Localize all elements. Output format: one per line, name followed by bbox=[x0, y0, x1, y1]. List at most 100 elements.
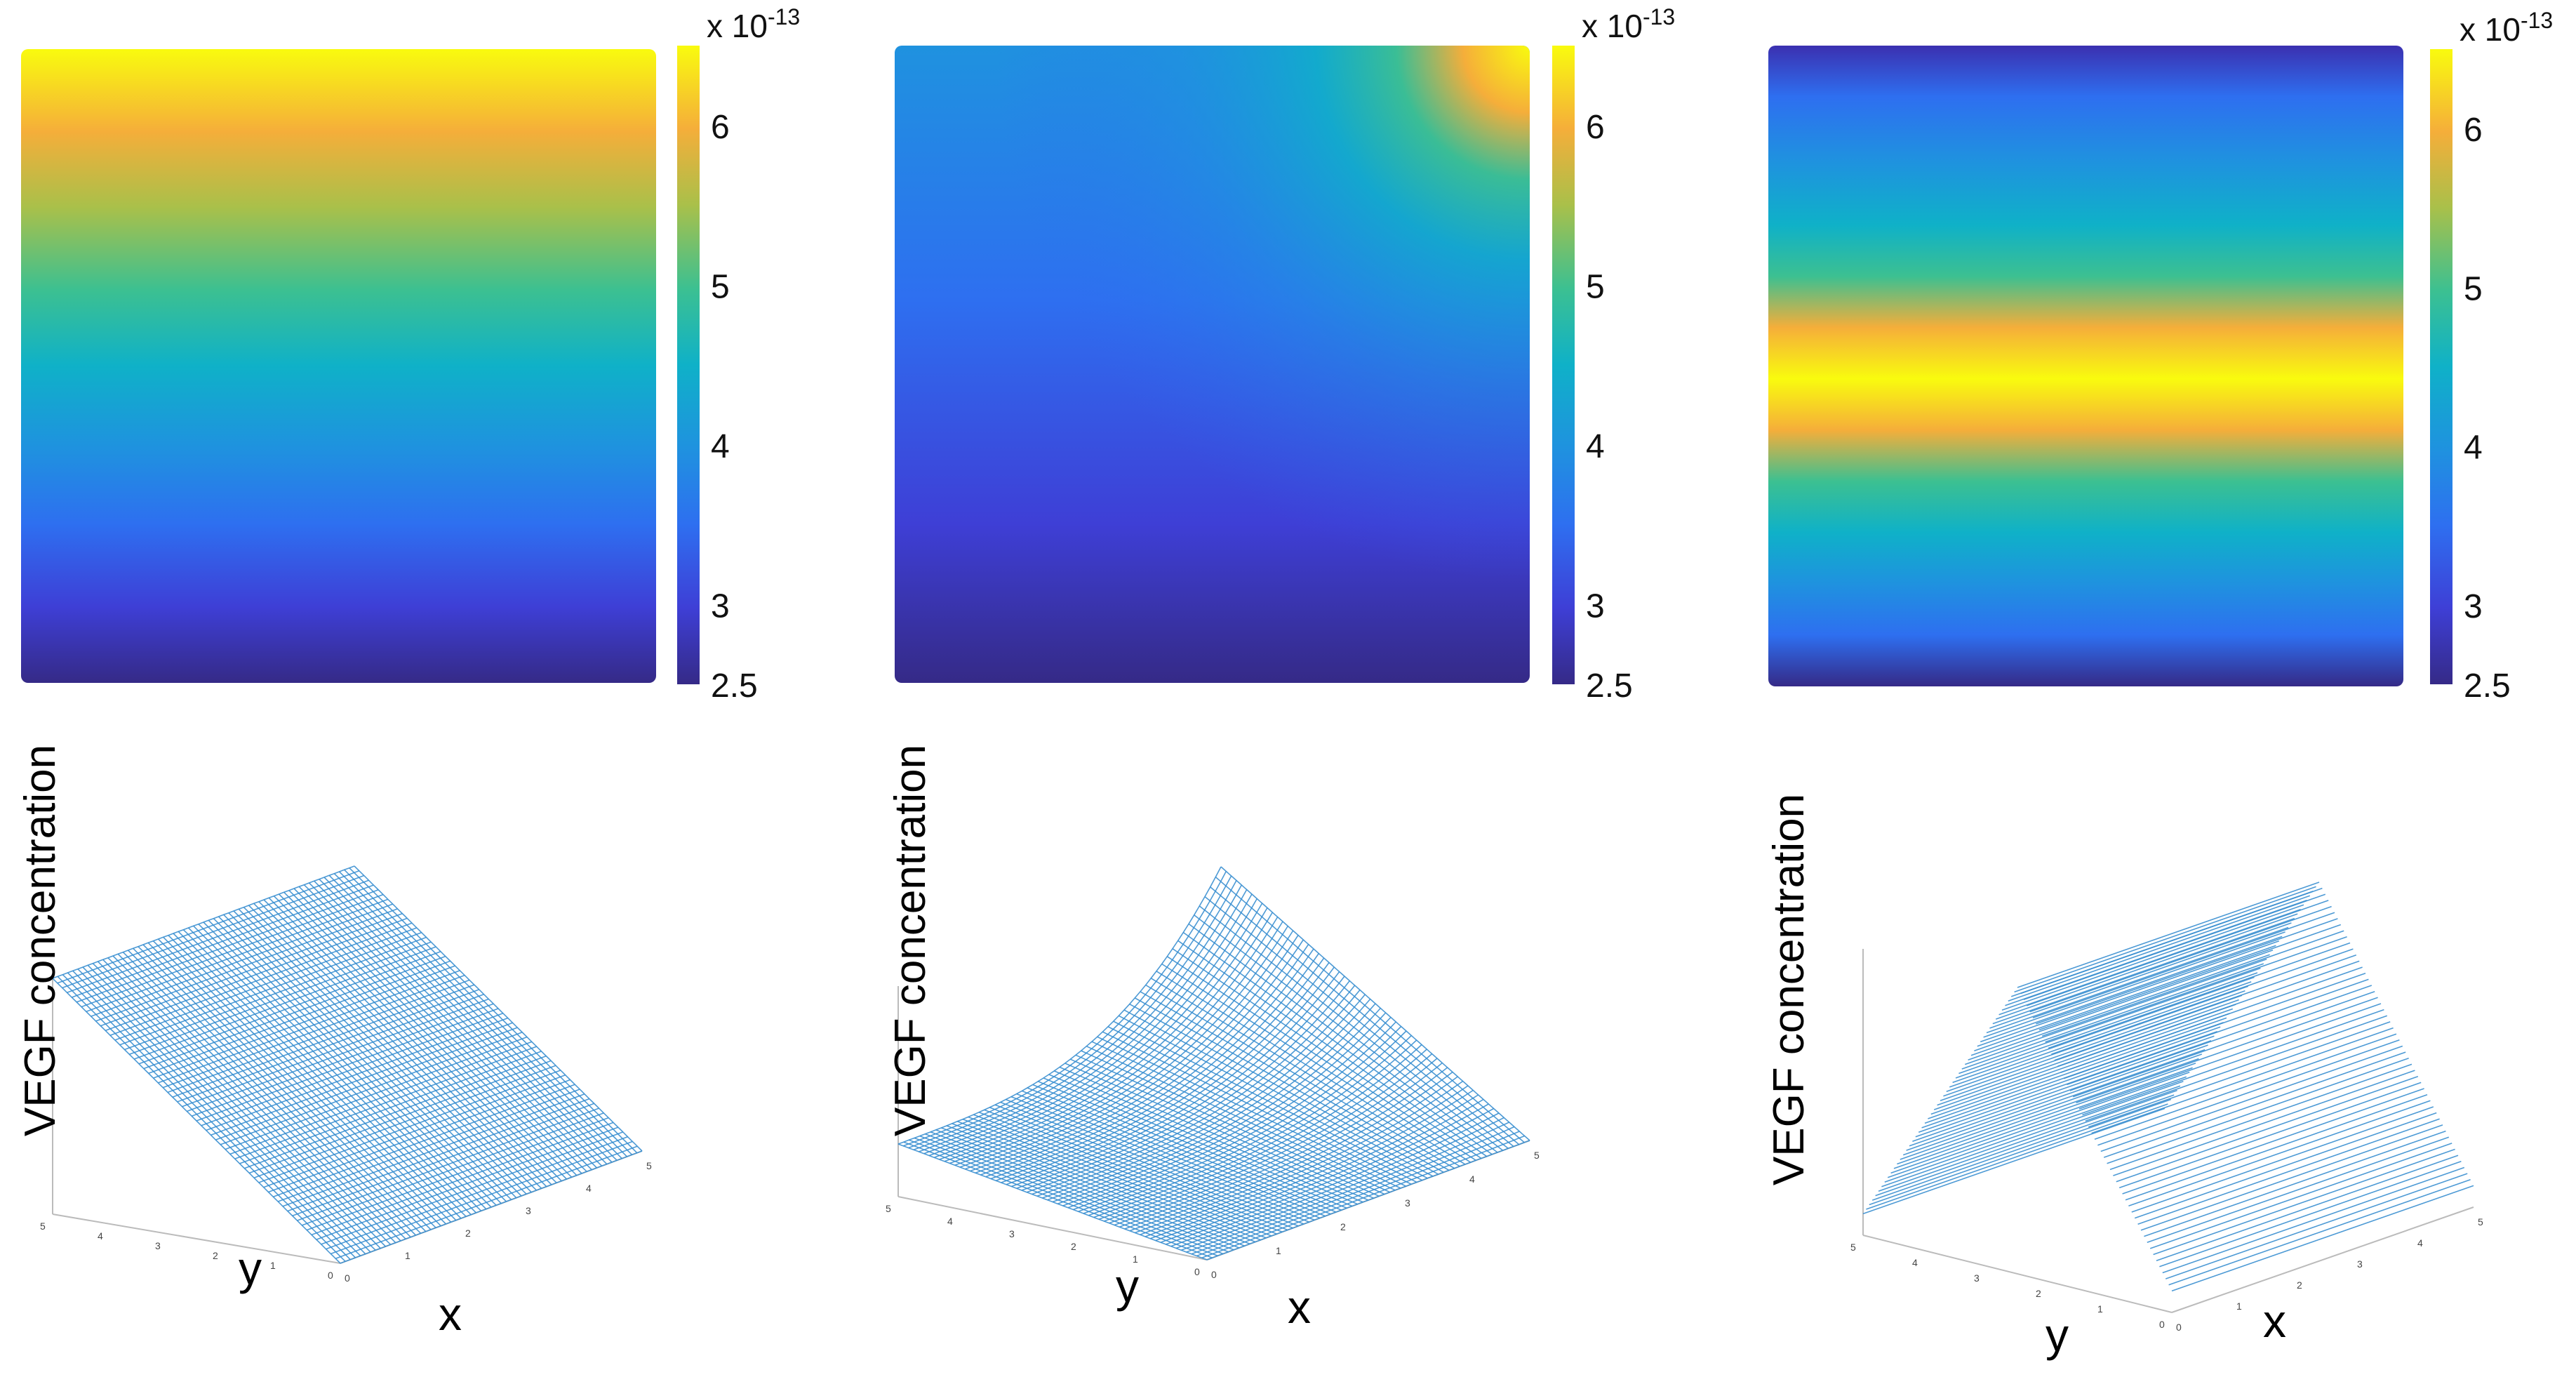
mesh-line-y bbox=[978, 1112, 1288, 1231]
mesh-line-x bbox=[2069, 985, 2373, 1091]
mesh-line-y bbox=[233, 910, 522, 1197]
mesh-line-y bbox=[903, 1141, 1213, 1258]
mesh-line-x bbox=[2029, 905, 2332, 1013]
mesh-line-x bbox=[1921, 1022, 2224, 1129]
mesh-line-y bbox=[293, 888, 582, 1174]
x-tick-label: 3 bbox=[2357, 1258, 2363, 1270]
heatmap-2-peak bbox=[895, 46, 1530, 683]
colorbar-tick-label: 5 bbox=[711, 268, 730, 305]
mesh-line-x bbox=[2010, 891, 2314, 997]
mesh-line-y bbox=[1182, 931, 1493, 1155]
mesh-line-x bbox=[1170, 1107, 1495, 1247]
mesh-line-y bbox=[338, 871, 628, 1157]
mesh-line-y bbox=[930, 1131, 1240, 1249]
mesh-line-x bbox=[1930, 1008, 2234, 1115]
x-tick-label: 2 bbox=[465, 1228, 471, 1239]
mesh-line-x bbox=[1946, 985, 2249, 1093]
mesh-line-y bbox=[213, 918, 502, 1204]
mesh-line-x bbox=[1909, 1039, 2212, 1147]
y-tick-label: 0 bbox=[2159, 1319, 2165, 1330]
colorbar-tick-label: 4 bbox=[2464, 430, 2483, 467]
surface-5-ylabel: y bbox=[1116, 1260, 1139, 1312]
x-tick-label: 2 bbox=[1340, 1221, 1346, 1232]
mesh-line-y bbox=[1097, 1036, 1407, 1187]
mesh-line-x bbox=[2100, 1045, 2403, 1152]
mesh-line-x bbox=[1890, 1067, 2193, 1174]
mesh-line-x bbox=[2147, 1136, 2450, 1243]
colorbar-tick-label: 2.5 bbox=[2464, 667, 2511, 705]
mesh-line-x bbox=[2118, 1082, 2422, 1189]
mesh-line-y bbox=[1069, 1058, 1380, 1197]
mesh-line-x bbox=[1900, 1053, 2203, 1160]
surface-panel-4: 0 0 1 1 2 2 3 3 4 4 5 5 VEGF concentration x y bbox=[16, 745, 652, 1340]
colorbar-tick-label: 2.5 bbox=[1586, 667, 1633, 705]
mesh-line-x bbox=[1955, 972, 2258, 1079]
mesh-line-y bbox=[1000, 1101, 1309, 1223]
x-tick-label: 0 bbox=[2176, 1322, 2182, 1333]
surface-4-mesh bbox=[52, 865, 643, 1264]
mesh-line-y bbox=[127, 950, 417, 1236]
mesh-line-y bbox=[349, 867, 638, 1154]
y-tick-label: 1 bbox=[1133, 1253, 1138, 1265]
colorbar-tick-label: 3 bbox=[711, 587, 730, 625]
mesh-line-x bbox=[2131, 1106, 2434, 1213]
mesh-line-y bbox=[1065, 1063, 1375, 1199]
colorbar-tick-label: 3 bbox=[2464, 588, 2483, 625]
colorbars: 2.5 3 4 5 6 x 10-13 2.5 3 4 5 6 x 10-13 2.5 3 4 5 6 x 10-… bbox=[677, 4, 2553, 705]
colorbar-tick-label: 6 bbox=[1586, 109, 1605, 146]
mesh-line-x bbox=[2140, 1124, 2443, 1231]
mesh-line-y bbox=[243, 907, 532, 1193]
heatmap-panel-3 bbox=[1768, 46, 2403, 686]
surface-6-axes bbox=[1862, 949, 2474, 1313]
mesh-line-y bbox=[984, 1109, 1293, 1229]
mesh-line-y bbox=[1037, 1081, 1347, 1209]
mesh-line-x bbox=[1862, 1107, 2165, 1215]
mesh-line-y bbox=[1102, 1031, 1412, 1185]
y-tick-label: 5 bbox=[1850, 1242, 1856, 1253]
mesh-line-x bbox=[2005, 900, 2307, 1006]
mesh-line-x bbox=[2107, 1058, 2409, 1164]
colorbar-3: 2.5 3 4 5 6 x 10-13 bbox=[2430, 8, 2553, 705]
mesh-line-x bbox=[2122, 1088, 2424, 1195]
surface-6-axis-line bbox=[1862, 1235, 2173, 1313]
mesh-line-x bbox=[2109, 1063, 2413, 1171]
y-tick-label: 3 bbox=[1974, 1272, 1980, 1284]
mesh-line-x bbox=[1995, 913, 2298, 1020]
colorbar-1: 2.5 3 4 5 6 x 10-13 bbox=[677, 4, 800, 705]
mesh-line-y bbox=[168, 935, 457, 1221]
mesh-line-x bbox=[1977, 940, 2280, 1047]
mesh-line-x bbox=[1871, 1094, 2175, 1201]
mesh-line-y bbox=[218, 916, 507, 1202]
mesh-line-x bbox=[1958, 967, 2261, 1075]
mesh-line-y bbox=[57, 976, 346, 1262]
mesh-line-y bbox=[919, 1135, 1229, 1253]
x-tick-label: 1 bbox=[405, 1250, 411, 1261]
mesh-line-x bbox=[919, 884, 1243, 1152]
x-tick-label: 5 bbox=[1534, 1150, 1540, 1161]
mesh-line-x bbox=[1866, 1103, 2168, 1210]
x-tick-label: 0 bbox=[1211, 1269, 1217, 1280]
mesh-line-y bbox=[328, 874, 618, 1161]
colorbar-exponent: x 10-13 bbox=[707, 4, 800, 44]
mesh-line-y bbox=[117, 953, 406, 1239]
y-tick-label: 2 bbox=[213, 1250, 218, 1261]
mesh-line-x bbox=[1983, 931, 2285, 1038]
mesh-line-x bbox=[2032, 912, 2335, 1018]
mesh-line-x bbox=[2008, 895, 2311, 1002]
mesh-line-x bbox=[2159, 1161, 2462, 1268]
mesh-line-x bbox=[2156, 1155, 2459, 1261]
y-tick-label: 2 bbox=[1071, 1241, 1076, 1252]
mesh-line-y bbox=[1032, 1084, 1342, 1211]
mesh-line-y bbox=[1145, 984, 1455, 1169]
mesh-line-y bbox=[935, 1129, 1245, 1246]
mesh-line-x bbox=[913, 880, 1237, 1151]
mesh-line-x bbox=[1940, 994, 2243, 1101]
mesh-line-y bbox=[187, 927, 477, 1213]
surface-6-mesh bbox=[1862, 882, 2474, 1292]
mesh-line-y bbox=[67, 972, 356, 1258]
mesh-line-x bbox=[2041, 930, 2344, 1037]
mesh-line-x bbox=[2048, 942, 2351, 1049]
mesh-line-x bbox=[897, 866, 1222, 1145]
mesh-line-y bbox=[333, 873, 622, 1159]
x-tick-label: 4 bbox=[586, 1183, 592, 1194]
